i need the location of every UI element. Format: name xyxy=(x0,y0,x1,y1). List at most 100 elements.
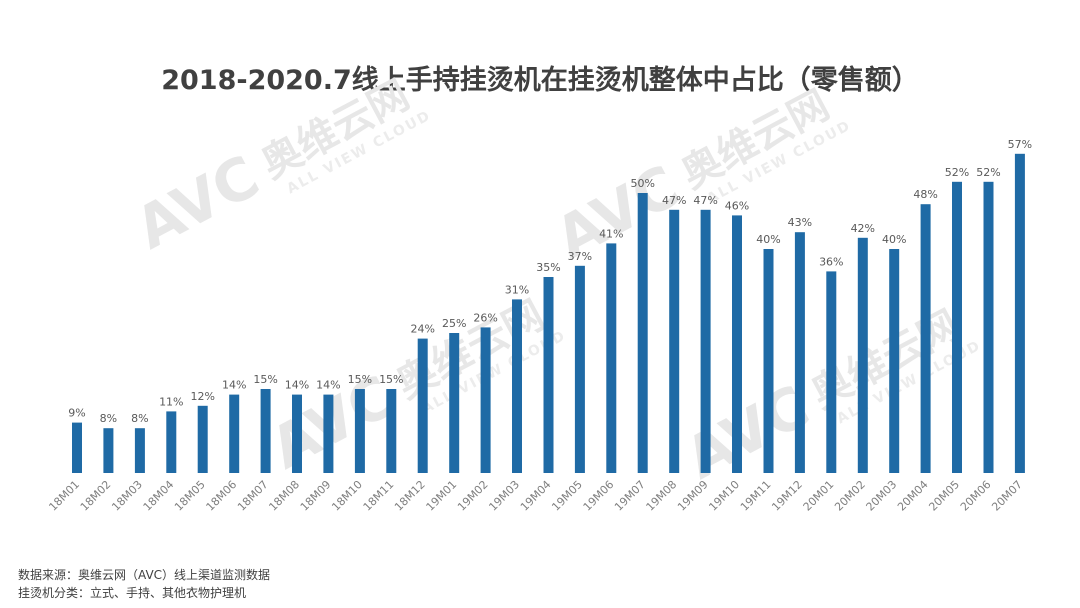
bar-18M03 xyxy=(134,428,145,473)
source-note: 数据来源：奥维云网（AVC）线上渠道监测数据 xyxy=(18,568,271,582)
x-tick-label: 19M11 xyxy=(738,478,774,514)
x-tick-label: 18M04 xyxy=(141,478,177,514)
bar-19M05 xyxy=(574,265,585,473)
value-label: 11% xyxy=(159,395,183,408)
bar-19M11 xyxy=(763,249,774,473)
value-label: 9% xyxy=(68,407,85,420)
value-label: 47% xyxy=(693,194,717,207)
x-tick-label: 18M08 xyxy=(266,478,302,514)
value-label: 12% xyxy=(190,390,214,403)
bar-19M07 xyxy=(637,193,648,473)
bar-19M08 xyxy=(669,209,680,474)
x-tick-label: 20M01 xyxy=(801,478,837,514)
value-label: 37% xyxy=(568,250,592,263)
bar-20M03 xyxy=(889,249,900,473)
bar-20M07 xyxy=(1014,153,1025,474)
value-label: 50% xyxy=(630,177,654,190)
value-label: 14% xyxy=(222,379,246,392)
value-label: 8% xyxy=(131,412,148,425)
x-tick-label: 18M12 xyxy=(392,478,428,514)
x-tick-label: 20M03 xyxy=(864,478,900,514)
value-label: 31% xyxy=(505,283,529,296)
x-tick-label: 19M03 xyxy=(486,478,522,514)
value-label: 52% xyxy=(976,166,1000,179)
value-label: 42% xyxy=(851,222,875,235)
x-tick-label: 18M10 xyxy=(329,478,365,514)
value-label: 40% xyxy=(882,233,906,246)
bars xyxy=(72,153,1025,474)
x-tick-label: 19M04 xyxy=(518,478,554,514)
value-labels: 9% 8% 8% 11% 12% 14% 15% 14% 14% 15% 15% 24% 25% 26% 3… xyxy=(68,138,1032,425)
bar-19M10 xyxy=(732,215,742,473)
bar-19M06 xyxy=(606,243,617,473)
bar-20M01 xyxy=(826,271,837,473)
x-tick-label: 19M05 xyxy=(549,478,585,514)
x-tick-label: 18M05 xyxy=(172,478,208,514)
x-tick-label: 19M06 xyxy=(581,478,617,514)
category-note: 挂烫机分类：立式、手持、其他衣物护理机 xyxy=(18,586,247,600)
value-label: 36% xyxy=(819,255,843,268)
bar-18M04 xyxy=(166,411,177,473)
bar-20M06 xyxy=(983,181,994,474)
bar-18M06 xyxy=(229,394,240,473)
bar-19M03 xyxy=(512,299,522,473)
x-tick-label: 20M07 xyxy=(989,478,1025,514)
value-label: 41% xyxy=(599,227,623,240)
bar-18M07 xyxy=(260,389,271,473)
value-label: 40% xyxy=(756,233,780,246)
x-tick-labels: 18M0118M0218M0318M0418M0518M0618M0718M08… xyxy=(46,478,1025,514)
x-tick-label: 19M02 xyxy=(455,478,491,514)
bar-19M01 xyxy=(449,333,460,473)
value-label: 43% xyxy=(788,216,812,229)
bar-18M09 xyxy=(323,394,334,473)
value-label: 15% xyxy=(348,373,372,386)
bar-19M04 xyxy=(543,277,554,473)
value-label: 15% xyxy=(379,373,403,386)
x-tick-label: 18M01 xyxy=(46,478,82,514)
x-tick-label: 20M02 xyxy=(832,478,868,514)
bar-19M02 xyxy=(480,327,491,473)
bar-19M12 xyxy=(794,232,805,473)
bar-18M10 xyxy=(354,389,365,473)
x-tick-label: 19M07 xyxy=(612,478,648,514)
bar-20M05 xyxy=(952,181,962,474)
x-tick-label: 19M01 xyxy=(424,478,460,514)
bar-19M09 xyxy=(700,209,711,474)
value-label: 52% xyxy=(945,166,969,179)
watermark-brand: AVC xyxy=(545,152,690,272)
value-label: 15% xyxy=(253,373,277,386)
value-label: 26% xyxy=(473,311,497,324)
bar-18M12 xyxy=(417,338,428,473)
bar-20M04 xyxy=(920,204,931,473)
value-label: 48% xyxy=(913,188,937,201)
value-label: 57% xyxy=(1008,138,1032,151)
bar-20M02 xyxy=(857,237,868,473)
bar-18M01 xyxy=(72,422,82,473)
watermark-brand: AVC xyxy=(125,142,270,262)
bar-18M11 xyxy=(386,389,397,473)
x-tick-label: 19M12 xyxy=(769,478,805,514)
x-tick-label: 18M07 xyxy=(235,478,271,514)
x-tick-label: 18M02 xyxy=(78,478,114,514)
x-tick-label: 20M05 xyxy=(926,478,962,514)
x-tick-label: 18M03 xyxy=(109,478,145,514)
x-tick-label: 20M06 xyxy=(958,478,994,514)
value-label: 8% xyxy=(100,412,117,425)
x-tick-label: 19M09 xyxy=(675,478,711,514)
value-label: 35% xyxy=(536,261,560,274)
bar-18M02 xyxy=(103,428,114,473)
x-tick-label: 19M08 xyxy=(644,478,680,514)
x-tick-label: 18M11 xyxy=(361,478,397,514)
value-label: 46% xyxy=(725,199,749,212)
bar-18M05 xyxy=(197,405,208,473)
value-label: 14% xyxy=(316,379,340,392)
value-label: 24% xyxy=(410,323,434,336)
value-label: 47% xyxy=(662,194,686,207)
value-label: 25% xyxy=(442,317,466,330)
bar-18M08 xyxy=(292,394,302,473)
value-label: 14% xyxy=(285,379,309,392)
chart-title: 2018-2020.7线上手持挂烫机在挂烫机整体中占比（零售额） xyxy=(161,65,919,96)
